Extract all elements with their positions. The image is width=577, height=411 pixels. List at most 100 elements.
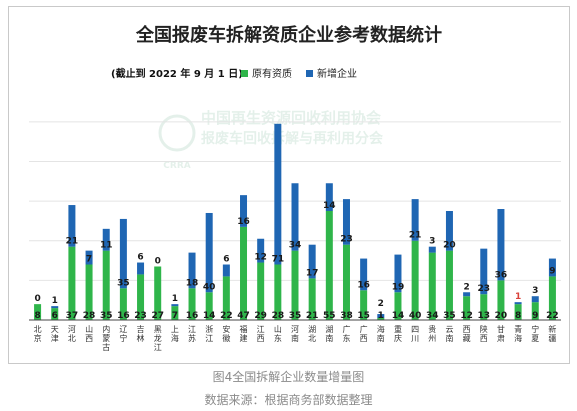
label-original-12: 47: [237, 311, 250, 321]
x-tick-label-2: 河北: [68, 324, 76, 343]
x-tick-char: 西: [360, 334, 368, 343]
label-added-17: 14: [323, 201, 336, 211]
label-added-8: 1: [172, 294, 178, 304]
x-tick-char: 宁: [531, 324, 539, 334]
bar-original-22: [411, 240, 419, 320]
x-tick-char: 海: [377, 324, 385, 334]
label-original-23: 34: [426, 311, 439, 321]
label-original-26: 13: [478, 311, 491, 321]
label-added-6: 6: [137, 253, 143, 263]
bar-added-23: [428, 246, 436, 253]
label-original-9: 16: [186, 311, 199, 321]
legend-swatch-added: [306, 70, 313, 77]
x-tick-char: 北: [68, 334, 76, 343]
x-tick-char: 海: [171, 333, 179, 343]
x-tick-label-12: 福建: [240, 325, 248, 343]
bar-added-13: [257, 238, 265, 263]
x-tick-label-17: 湖南: [325, 325, 333, 343]
x-tick-label-0: 北京: [34, 325, 42, 343]
legend: 原有资质 新增企业: [241, 67, 357, 80]
label-original-14: 28: [272, 311, 285, 321]
label-original-6: 23: [134, 311, 147, 321]
label-added-13: 12: [254, 253, 267, 263]
bar-original-13: [257, 262, 265, 320]
x-tick-label-5: 辽宁: [119, 325, 127, 343]
label-added-26: 23: [478, 284, 491, 294]
x-tick-char: 新: [548, 324, 556, 334]
bar-added-27: [497, 209, 505, 281]
label-original-27: 20: [495, 311, 508, 321]
label-original-20: 1: [378, 311, 384, 321]
label-original-13: 29: [254, 311, 267, 321]
x-tick-label-22: 四川: [411, 325, 419, 343]
bar-added-11: [222, 264, 230, 277]
x-tick-char: 疆: [548, 334, 556, 343]
bar-added-10: [205, 212, 213, 293]
bar-original-16: [308, 278, 316, 320]
x-tick-label-28: 青海: [514, 324, 522, 343]
chart-svg: CRRA 中国再生资源回收利用协会 报废车回收拆解与再利用分会 全国报废车拆解资…: [29, 24, 561, 352]
x-tick-char: 江: [188, 325, 196, 334]
watermark-line-2: 报废车回收拆解与再利用分会: [201, 130, 384, 147]
legend-label-original: 原有资质: [252, 67, 292, 80]
chart-title: 全国报废车拆解资质企业参考数据统计: [135, 24, 442, 46]
data-labels: 8061372128735111635236270711618144022647…: [34, 201, 558, 321]
x-tick-char: 重: [394, 324, 402, 334]
label-added-2: 21: [66, 237, 79, 247]
bar-added-6: [137, 262, 145, 275]
x-tick-char: 京: [34, 333, 42, 343]
x-tick-char: 江: [154, 343, 162, 352]
x-tick-label-24: 云南: [445, 325, 453, 343]
x-tick-char: 甘: [497, 324, 505, 334]
x-tick-char: 南: [377, 333, 385, 343]
label-original-10: 14: [203, 311, 216, 321]
label-added-21: 19: [392, 282, 405, 292]
label-added-7: 0: [155, 256, 161, 266]
x-tick-char: 安: [222, 324, 230, 334]
bars: [34, 123, 556, 320]
x-tick-label-3: 山西: [85, 324, 93, 343]
bar-added-15: [291, 183, 299, 251]
x-tick-label-1: 天津: [51, 325, 59, 343]
x-tick-char: 河: [68, 324, 76, 334]
x-tick-char: 西: [480, 334, 488, 343]
bar-added-22: [411, 199, 419, 241]
x-tick-label-29: 宁夏: [531, 324, 539, 343]
bar-original-8: [171, 306, 179, 320]
label-added-9: 18: [186, 278, 199, 288]
bar-added-29: [531, 296, 539, 303]
bar-original-2: [68, 246, 76, 320]
bar-original-28: [514, 304, 522, 320]
x-tick-char: 庆: [394, 333, 402, 343]
bar-original-9: [188, 288, 196, 320]
label-original-22: 40: [409, 311, 422, 321]
x-tick-char: 蒙: [102, 333, 110, 343]
x-tick-char: 四: [411, 325, 419, 334]
x-tick-label-23: 贵州: [428, 324, 436, 343]
x-tick-label-14: 山东: [274, 324, 282, 343]
bar-original-4: [102, 250, 110, 320]
x-tick-char: 夏: [531, 334, 539, 343]
bar-added-19: [360, 258, 368, 291]
x-tick-char: 西: [85, 334, 93, 343]
x-tick-char: 徽: [222, 333, 230, 343]
label-added-4: 11: [100, 241, 113, 251]
label-added-14: 71: [272, 255, 285, 265]
x-tick-char: 内: [102, 324, 110, 334]
bar-original-25: [463, 296, 471, 320]
bar-added-18: [342, 199, 350, 245]
x-tick-char: 天: [51, 325, 59, 334]
x-tick-label-15: 河南: [291, 324, 299, 343]
bar-original-19: [360, 290, 368, 320]
x-tick-label-21: 重庆: [394, 324, 402, 343]
x-tick-char: 湖: [308, 325, 316, 334]
bar-original-11: [222, 276, 230, 320]
watermark: CRRA 中国再生资源回收利用协会 报废车回收拆解与再利用分会: [158, 109, 384, 171]
x-tick-char: 建: [240, 333, 248, 343]
bar-added-4: [102, 228, 110, 251]
x-tick-label-10: 浙江: [205, 324, 213, 343]
label-added-27: 36: [495, 270, 508, 280]
x-tick-char: 苏: [188, 333, 196, 343]
bar-original-1: [51, 308, 59, 320]
label-added-15: 34: [289, 241, 302, 251]
